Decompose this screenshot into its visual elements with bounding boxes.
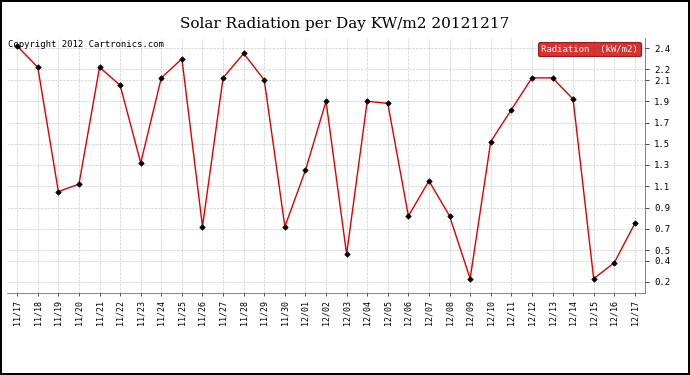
Text: Solar Radiation per Day KW/m2 20121217: Solar Radiation per Day KW/m2 20121217: [180, 17, 510, 31]
Legend: Radiation  (kW/m2): Radiation (kW/m2): [538, 42, 640, 56]
Text: Copyright 2012 Cartronics.com: Copyright 2012 Cartronics.com: [8, 40, 164, 49]
